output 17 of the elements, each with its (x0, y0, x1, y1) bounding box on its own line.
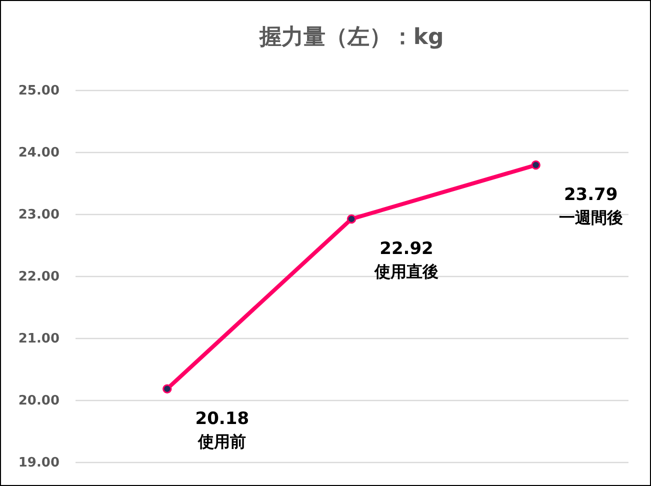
point (346, 214, 356, 224)
x-tick-label: 使用前 (197, 432, 246, 451)
y-tick-label: 22.00 (18, 270, 60, 284)
y-tick-label: 25.00 (18, 84, 60, 98)
x-tick-label: 一週間後 (558, 208, 623, 228)
data-label: 23.79 (564, 185, 618, 206)
y-tick-label: 19.00 (18, 456, 60, 470)
x-tick-label: 使用直後 (374, 262, 438, 281)
point (162, 384, 172, 394)
y-tick-label: 20.00 (18, 394, 60, 408)
point (531, 160, 540, 170)
data-label: 20.18 (195, 408, 250, 429)
y-tick-label: 21.00 (18, 332, 60, 346)
chart-title: 握力量（左）：kg (258, 25, 444, 50)
y-tick-label: 23.00 (18, 208, 60, 222)
y-tick-label: 24.00 (18, 146, 60, 160)
data-label: 22.92 (380, 238, 434, 259)
